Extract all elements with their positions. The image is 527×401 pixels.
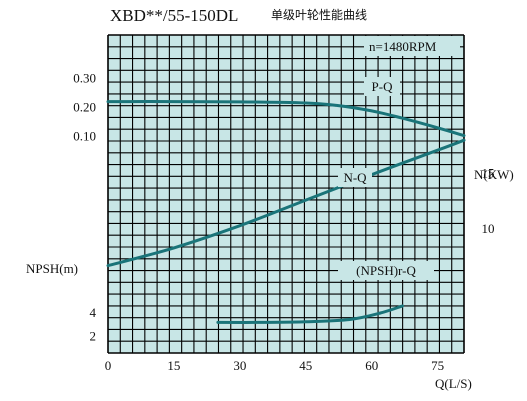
x-axis-label: Q(L/S)	[435, 376, 472, 391]
plot-area: n=1480RPM P-Q N-Q (NPSH)r-Q	[106, 34, 466, 354]
speed-label: n=1480RPM	[369, 39, 437, 54]
series-label-box-npsh-q	[338, 261, 434, 280]
title-model: XBD**/55-150DL	[110, 6, 238, 25]
y-tick-label-pq: 0.20	[73, 99, 96, 114]
curve-n-q	[106, 138, 466, 268]
y-axis-label-power: N(KW)	[474, 167, 514, 182]
x-tick-label: 75	[431, 358, 444, 373]
y-tick-label-pq: 0.30	[73, 70, 96, 85]
title-description: 单级叶轮性能曲线	[271, 8, 367, 22]
series-labels-layer: P-Q N-Q (NPSH)r-Q	[338, 77, 434, 280]
curve-npsh-q	[216, 304, 404, 324]
curves-layer	[106, 100, 466, 324]
series-label-p-q: P-Q	[372, 79, 394, 94]
x-tick-label: 15	[167, 358, 180, 373]
x-tick-label: 60	[365, 358, 378, 373]
series-label-box-n-q	[338, 168, 372, 187]
x-tick-label: 0	[105, 358, 112, 373]
grid-background	[108, 35, 464, 353]
y-tick-label-power: 15	[482, 166, 495, 181]
curve-p-q	[106, 100, 466, 138]
speed-label-box	[364, 36, 460, 56]
x-tick-label: 30	[233, 358, 246, 373]
series-label-box-p-q	[364, 77, 400, 96]
y-tick-label-pq: 0.10	[73, 129, 96, 144]
series-label-npsh-q: (NPSH)r-Q	[356, 263, 416, 278]
y-tick-label-npsh: 4	[90, 305, 97, 320]
y-tick-label-power: 10	[482, 221, 495, 236]
series-label-n-q: N-Q	[343, 170, 367, 185]
y-tick-label-npsh: 2	[90, 329, 97, 344]
x-tick-label: 45	[299, 358, 312, 373]
y-axis-label-npsh: NPSH(m)	[26, 261, 78, 276]
tick-labels-layer: 0 15 30 45 60 75 0.10 0.20 0.30 10 15 2 4	[73, 70, 494, 373]
